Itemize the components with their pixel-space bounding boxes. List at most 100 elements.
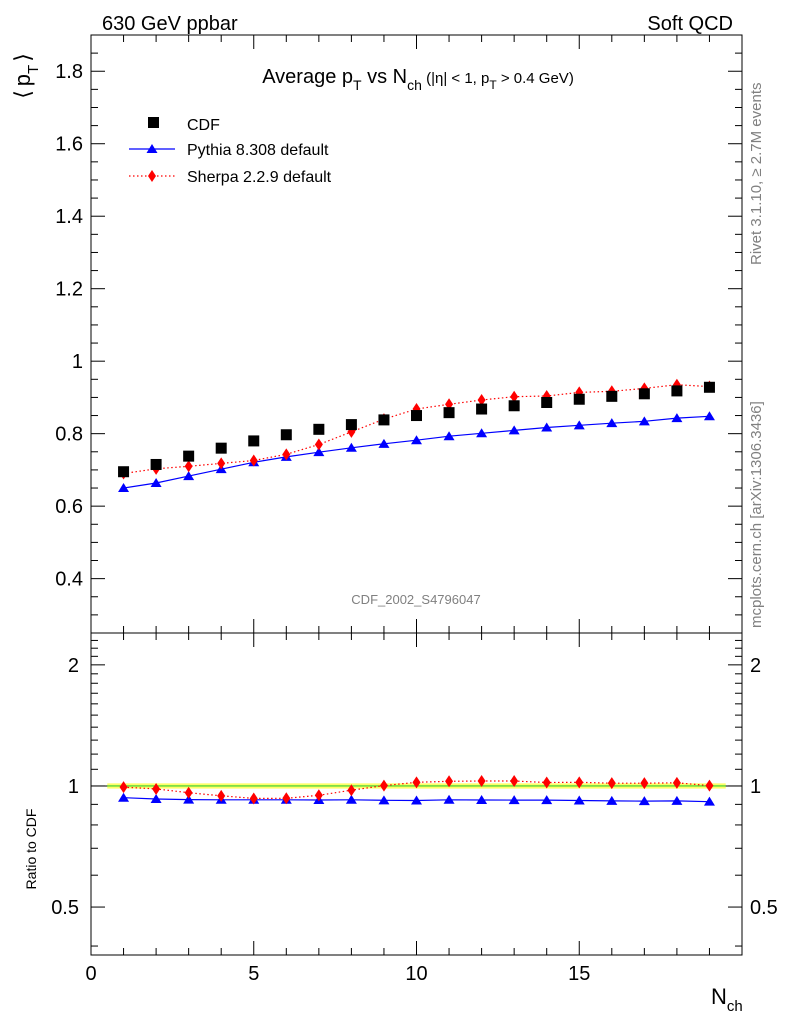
ratio-diamond-point (640, 777, 649, 790)
x-tick-label: 15 (568, 963, 590, 985)
ratio-triangle-point (378, 795, 390, 805)
top-square-point (541, 396, 553, 408)
ratio-triangle-point (508, 795, 520, 805)
top-triangle-point (573, 420, 585, 430)
ratio-triangle-point (606, 795, 618, 805)
title-sub-t: T (353, 77, 362, 93)
y-tick-label: 1.4 (55, 206, 83, 228)
top-panel-ticks: 0.4 0.6 0.8 1 1.2 1.4 1.6 1.8 (55, 35, 742, 633)
ylabel-close: ⟩ (10, 53, 35, 62)
ratio-y-tick-label: 2 (68, 655, 79, 677)
title-sub-ch: ch (407, 77, 422, 93)
legend-sherpa-label: Sherpa 2.2.9 default (187, 169, 332, 186)
top-diamond-line (123, 384, 710, 475)
title-sub-t2: T (489, 78, 497, 92)
x-axis-label: Nch (711, 984, 743, 1015)
top-square-point (411, 410, 422, 422)
ratio-diamond-point (445, 775, 454, 788)
ratio-series-group (118, 774, 715, 806)
ratio-triangle-point (150, 794, 162, 804)
legend: CDF Pythia 8.308 default Sherpa 2.2.9 de… (129, 117, 332, 186)
top-square-point (150, 458, 162, 470)
x-tick-label: 5 (248, 963, 259, 985)
ratio-y-tick-label-right: 0.5 (750, 897, 778, 919)
legend-pythia-label: Pythia 8.308 default (187, 142, 329, 159)
ratio-triangle-point (638, 796, 650, 806)
top-triangle-point (703, 411, 715, 421)
top-triangle-point (313, 447, 325, 457)
plot-title: Average pT vs Nch (|η| < 1, pT > 0.4 GeV… (262, 66, 574, 93)
ratio-panel-ticks: 0.5 0.5 1 1 2 2 0 5 10 15 (51, 633, 778, 985)
y-axis-label: ⟨ pT ⟩ (10, 53, 42, 99)
top-diamond-point (477, 393, 486, 406)
header-process: Soft QCD (647, 13, 733, 35)
ratio-y-tick-label: 1 (68, 776, 79, 798)
y-tick-label: 1.6 (55, 134, 83, 156)
top-diamond-point (184, 460, 193, 473)
top-square-point (183, 450, 195, 462)
title-cut-b: > 0.4 GeV) (497, 70, 574, 87)
top-triangle-point (411, 435, 422, 445)
legend-sherpa-marker (148, 170, 156, 182)
top-triangle-point (183, 471, 195, 481)
top-triangle-point (118, 483, 130, 493)
ratio-triangle-point (671, 795, 683, 805)
top-diamond-point (249, 454, 258, 467)
ratio-diamond-point (347, 784, 356, 797)
analysis-watermark: CDF_2002_S4796047 (351, 592, 480, 607)
title-main: Average p (262, 66, 353, 88)
ratio-diamond-point (379, 779, 388, 792)
ratio-triangle-point (476, 794, 488, 804)
legend-cdf-marker (148, 117, 159, 128)
ratio-triangle-point (443, 794, 455, 804)
ratio-diamond-point (510, 774, 519, 787)
ratio-y-tick-label-right: 2 (750, 655, 761, 677)
y-tick-label: 1.2 (55, 279, 83, 301)
ylabel-sub: T (25, 65, 42, 74)
x-tick-label: 10 (405, 963, 427, 985)
top-triangle-point (541, 422, 553, 432)
legend-cdf-label: CDF (187, 117, 220, 134)
title-vs: vs N (362, 66, 408, 88)
ratio-y-tick-label: 0.5 (51, 897, 79, 919)
xlabel-main: N (711, 984, 727, 1009)
y-tick-label: 0.4 (55, 569, 83, 591)
ratio-diamond-point (314, 789, 323, 802)
ratio-triangle-point (345, 794, 357, 804)
top-triangle-point (476, 428, 488, 438)
top-square-point (573, 393, 585, 405)
ratio-diamond-point (217, 789, 226, 802)
top-square-point (215, 442, 227, 454)
top-diamond-point (510, 390, 519, 403)
mcplots-label: mcplots.cern.ch [arXiv:1306.3436] (748, 401, 765, 628)
top-triangle-line (123, 415, 710, 489)
ratio-triangle-point (118, 792, 130, 802)
ratio-diamond-point (152, 782, 161, 795)
ratio-triangle-point (703, 796, 715, 806)
xlabel-sub: ch (727, 998, 743, 1015)
top-triangle-point (378, 438, 390, 448)
top-triangle-point (150, 477, 162, 487)
ylabel-p: p (10, 74, 35, 86)
ratio-triangle-point (541, 795, 553, 805)
top-square-point (476, 403, 488, 415)
top-square-point (443, 407, 455, 419)
ratio-diamond-point (575, 776, 584, 789)
ratio-triangle-point (411, 795, 422, 805)
top-square-point (508, 400, 520, 412)
top-square-point (703, 381, 715, 393)
ratio-diamond-point (249, 792, 258, 805)
top-square-point (606, 390, 618, 402)
x-tick-label: 0 (85, 963, 96, 985)
ratio-diamond-point (672, 776, 681, 789)
top-diamond-point (282, 448, 291, 461)
ratio-triangle-point (183, 794, 195, 804)
ratio-diamond-point (607, 777, 616, 790)
top-diamond-point (314, 438, 323, 451)
top-series-group (118, 378, 715, 493)
top-square-point (345, 419, 357, 431)
top-square-point (638, 388, 650, 400)
ratio-y-axis-label: Ratio to CDF (23, 809, 39, 890)
top-square-point (248, 435, 260, 447)
